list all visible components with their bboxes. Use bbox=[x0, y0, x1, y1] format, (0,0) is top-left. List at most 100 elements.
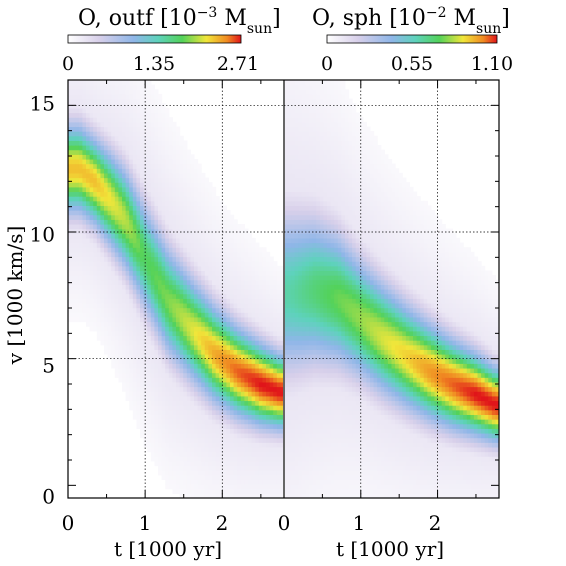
heatmap-cell bbox=[305, 330, 310, 337]
heatmap-cell bbox=[316, 344, 321, 350]
heatmap-cell bbox=[165, 279, 170, 285]
heatmap-cell bbox=[233, 335, 238, 341]
heatmap-cell bbox=[285, 182, 289, 188]
heatmap-cell bbox=[136, 340, 141, 346]
heatmap-cell bbox=[161, 307, 166, 313]
heatmap-cell bbox=[190, 474, 195, 481]
heatmap-cell bbox=[197, 391, 202, 397]
heatmap-cell bbox=[129, 131, 134, 137]
heatmap-cell bbox=[140, 196, 145, 202]
heatmap-cell bbox=[104, 242, 109, 248]
heatmap-cell bbox=[190, 367, 195, 374]
heatmap-cell bbox=[154, 140, 159, 146]
heatmap-cell bbox=[129, 349, 134, 355]
heatmap-cell bbox=[291, 344, 296, 350]
heatmap-cell bbox=[197, 214, 202, 220]
heatmap-cell bbox=[323, 395, 328, 402]
heatmap-cell bbox=[273, 386, 278, 392]
heatmap-cell bbox=[255, 289, 260, 295]
heatmap-cell bbox=[150, 340, 155, 346]
heatmap-cell bbox=[280, 493, 283, 498]
heatmap-cell bbox=[104, 312, 109, 318]
heatmap-cell bbox=[168, 289, 173, 295]
heatmap-cell bbox=[111, 135, 116, 141]
heatmap-cell bbox=[258, 432, 263, 439]
heatmap-cell bbox=[269, 284, 274, 290]
heatmap-cell bbox=[147, 182, 152, 188]
heatmap-cell bbox=[248, 312, 253, 318]
heatmap-cell bbox=[319, 460, 325, 467]
heatmap-cell bbox=[291, 200, 296, 206]
heatmap-cell bbox=[86, 200, 91, 206]
heatmap-cell bbox=[68, 312, 73, 318]
heatmap-cell bbox=[285, 210, 289, 216]
heatmap-cell bbox=[78, 307, 83, 313]
heatmap-cell bbox=[212, 419, 217, 425]
heatmap-cell bbox=[244, 293, 249, 299]
heatmap-cell bbox=[258, 367, 263, 374]
heatmap-cell bbox=[89, 233, 94, 239]
heatmap-cell bbox=[147, 367, 152, 374]
heatmap-cell bbox=[158, 168, 163, 174]
heatmap-cell bbox=[316, 223, 321, 230]
heatmap-cell bbox=[168, 470, 173, 476]
heatmap-cell bbox=[262, 395, 267, 402]
heatmap-cell bbox=[285, 326, 289, 332]
heatmap-cell bbox=[96, 205, 101, 211]
heatmap-cell bbox=[309, 312, 314, 318]
heatmap-cell bbox=[129, 186, 134, 193]
heatmap-cell bbox=[305, 358, 310, 364]
heatmap-cell bbox=[287, 200, 292, 206]
heatmap-cell bbox=[208, 432, 213, 439]
heatmap-cell bbox=[269, 381, 274, 388]
heatmap-cell bbox=[273, 460, 278, 467]
heatmap-cell bbox=[262, 367, 267, 374]
heatmap-cell bbox=[122, 354, 127, 360]
heatmap-cell bbox=[147, 196, 152, 202]
heatmap-cell bbox=[237, 386, 242, 392]
heatmap-cell bbox=[179, 340, 184, 346]
heatmap-cell bbox=[287, 381, 292, 388]
heatmap-cell bbox=[201, 484, 206, 490]
heatmap-cell bbox=[215, 247, 220, 253]
heatmap-cell bbox=[327, 479, 332, 485]
heatmap-cell bbox=[168, 223, 173, 230]
heatmap-cell bbox=[186, 358, 191, 364]
heatmap-cell bbox=[305, 414, 310, 420]
heatmap-cell bbox=[226, 409, 231, 415]
heatmap-cell bbox=[186, 474, 191, 481]
heatmap-cell bbox=[107, 219, 112, 225]
heatmap-cell bbox=[82, 80, 87, 86]
heatmap-cell bbox=[285, 107, 289, 114]
heatmap-cell bbox=[215, 256, 220, 262]
heatmap-cell bbox=[269, 465, 274, 471]
heatmap-cell bbox=[107, 89, 112, 95]
heatmap-cell bbox=[150, 205, 155, 211]
heatmap-cell bbox=[269, 470, 274, 476]
heatmap-cell bbox=[291, 279, 296, 285]
heatmap-cell bbox=[237, 261, 242, 267]
heatmap-cell bbox=[111, 98, 116, 104]
heatmap-cell bbox=[86, 316, 91, 323]
heatmap-cell bbox=[215, 219, 220, 225]
heatmap-cell bbox=[266, 270, 271, 276]
heatmap-cell bbox=[140, 405, 145, 411]
heatmap-cell bbox=[78, 107, 83, 114]
heatmap-cell bbox=[204, 423, 209, 429]
heatmap-cell bbox=[82, 256, 87, 262]
heatmap-cell bbox=[89, 316, 94, 323]
heatmap-cell bbox=[176, 210, 181, 216]
heatmap-cell bbox=[158, 275, 163, 281]
heatmap-cell bbox=[86, 321, 91, 327]
heatmap-cell bbox=[291, 372, 296, 378]
heatmap-cell bbox=[68, 265, 73, 272]
heatmap-cell bbox=[294, 121, 299, 128]
heatmap-cell bbox=[323, 465, 328, 471]
heatmap-cell bbox=[125, 237, 130, 244]
heatmap-cell bbox=[183, 367, 188, 374]
heatmap-cell bbox=[168, 131, 173, 137]
heatmap-cell bbox=[122, 265, 127, 272]
heatmap-cell bbox=[305, 302, 310, 309]
heatmap-cell bbox=[86, 256, 91, 262]
heatmap-cell bbox=[143, 432, 148, 439]
